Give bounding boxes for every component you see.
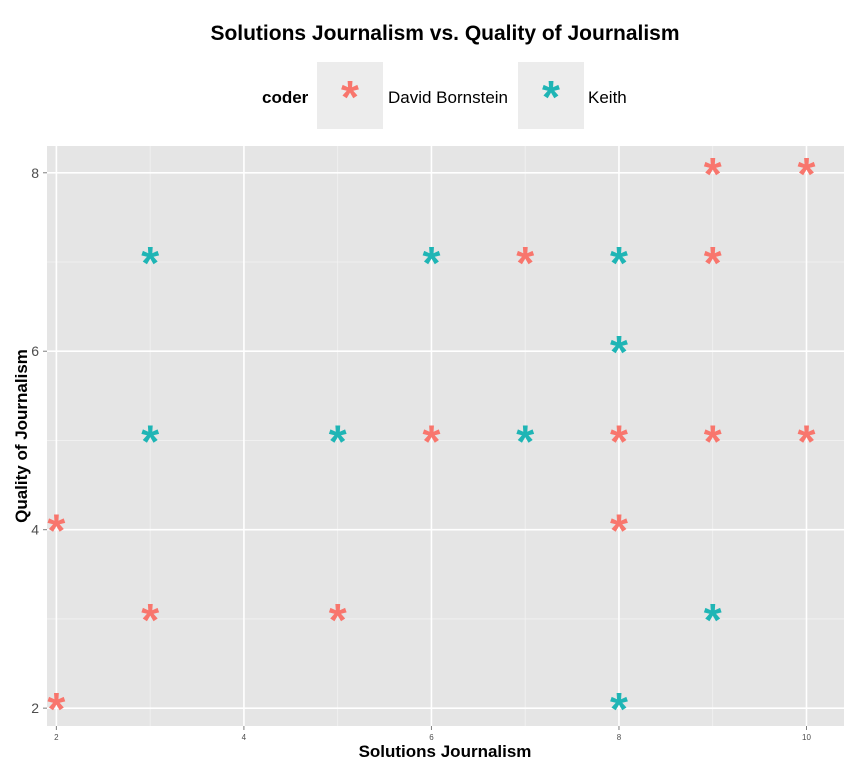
- data-point-david-bornstein: *: [516, 237, 534, 289]
- data-point-keith: *: [610, 683, 628, 735]
- data-point-david-bornstein: *: [704, 415, 722, 467]
- data-point-keith: *: [141, 237, 159, 289]
- data-point-keith: *: [516, 415, 534, 467]
- x-tick-label: 10: [802, 733, 811, 742]
- x-tick-label: 6: [429, 733, 434, 742]
- data-point-david-bornstein: *: [329, 594, 347, 646]
- data-point-david-bornstein: *: [610, 415, 628, 467]
- legend-title: coder: [262, 88, 309, 107]
- data-point-david-bornstein: *: [47, 505, 65, 557]
- data-point-david-bornstein: *: [141, 594, 159, 646]
- data-point-keith: *: [610, 326, 628, 378]
- data-point-david-bornstein: *: [704, 148, 722, 200]
- data-point-keith: *: [329, 415, 347, 467]
- data-point-david-bornstein: *: [47, 683, 65, 735]
- y-tick-label: 6: [31, 343, 39, 359]
- y-axis-title: Quality of Journalism: [12, 349, 31, 523]
- legend: coder * David Bornstein * Keith: [262, 62, 627, 129]
- legend-key-david-bornstein: [317, 62, 383, 129]
- data-point-keith: *: [704, 594, 722, 646]
- x-tick-label: 8: [617, 733, 622, 742]
- y-tick-label: 4: [31, 522, 39, 538]
- x-axis-ticks: 2 4 6 8 10: [54, 726, 811, 742]
- x-tick-label: 2: [54, 733, 59, 742]
- x-tick-label: 4: [242, 733, 247, 742]
- minor-gridlines: [47, 146, 844, 726]
- major-gridlines: [47, 146, 844, 726]
- y-tick-label: 2: [31, 700, 39, 716]
- legend-marker-keith: *: [542, 71, 560, 123]
- y-tick-label: 8: [31, 165, 39, 181]
- data-point-keith: *: [141, 415, 159, 467]
- data-point-david-bornstein: *: [798, 148, 816, 200]
- data-point-david-bornstein: *: [610, 505, 628, 557]
- legend-marker-david-bornstein: *: [341, 71, 359, 123]
- chart-title: Solutions Journalism vs. Quality of Jour…: [210, 22, 679, 45]
- data-point-keith: *: [610, 237, 628, 289]
- data-point-david-bornstein: *: [798, 415, 816, 467]
- data-points: * * * * * * * * * * * * * * * * * * * * * *: [47, 148, 815, 735]
- legend-key-keith: [518, 62, 584, 129]
- y-axis-ticks: 2 4 6 8: [31, 165, 47, 716]
- data-point-keith: *: [422, 237, 440, 289]
- plot-panel: [47, 146, 844, 726]
- legend-label-david-bornstein: David Bornstein: [388, 88, 508, 107]
- data-point-david-bornstein: *: [422, 415, 440, 467]
- legend-label-keith: Keith: [588, 88, 627, 107]
- data-point-david-bornstein: *: [704, 237, 722, 289]
- x-axis-title: Solutions Journalism: [359, 742, 532, 761]
